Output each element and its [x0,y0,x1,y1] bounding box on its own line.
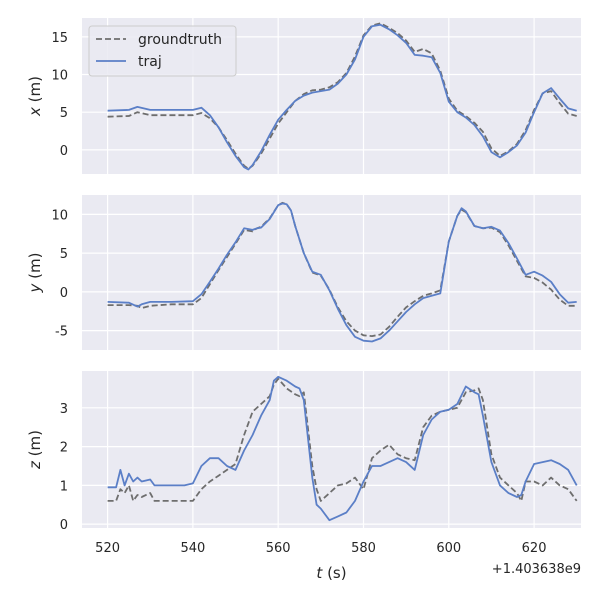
y-tick-label: 0 [60,518,68,533]
y-axis-label-var: z [26,460,44,470]
y-tick-label: 0 [60,144,68,159]
x-tick-label: 560 [266,541,291,556]
y-axis-label-unit: (m) [26,76,44,107]
panel-y: -5 0 5 10 y (m) [26,195,581,350]
x-tick-label: 620 [522,541,547,556]
panel-x: 0 5 10 15 x (m) groundtruth traj [26,18,581,174]
y-tick-label: 3 [60,402,68,417]
plot-background [82,195,581,350]
y-tick-label: 2 [60,441,68,456]
series-line-traj [107,375,578,522]
y-tick-label: 15 [51,31,68,46]
series-line-groundtruth [107,377,578,502]
legend-label-traj: traj [138,54,162,70]
y-axis-label-var: x [26,107,44,117]
x-tick-label: 540 [180,541,205,556]
y-axis-label: x (m) [26,76,44,117]
y-tick-label: 5 [60,106,68,121]
legend: groundtruth traj [88,25,237,77]
series-line-traj [107,202,577,343]
panel-z: 0 1 2 3 z (m) 520 540 560 580 600 620 t (s) +1.40363… [26,371,581,582]
y-axis-label: z (m) [26,430,44,470]
legend-label-groundtruth: groundtruth [138,32,222,48]
x-offset-text: +1.403638e9 [492,562,581,577]
y-tick-label: 0 [60,286,68,301]
y-axis-label-unit: (m) [26,430,44,461]
y-tick-label: 10 [51,208,68,223]
plot-background [82,371,581,528]
y-tick-label: 5 [60,247,68,262]
series-line-traj [107,23,577,171]
x-axis-label-unit: (s) [322,564,346,582]
y-tick-label: 10 [51,69,68,84]
y-axis-label-var: y [26,282,44,293]
x-tick-label: 580 [351,541,376,556]
x-axis-label-var: t [316,564,323,582]
x-tick-label: 520 [95,541,120,556]
y-axis-label: y (m) [26,253,44,294]
x-axis-label: t (s) [316,564,346,582]
x-tick-label: 600 [436,541,461,556]
y-tick-label: 1 [60,479,68,494]
y-axis-label-unit: (m) [26,253,44,284]
series-line-groundtruth [107,201,577,337]
y-tick-label: -5 [55,325,68,340]
